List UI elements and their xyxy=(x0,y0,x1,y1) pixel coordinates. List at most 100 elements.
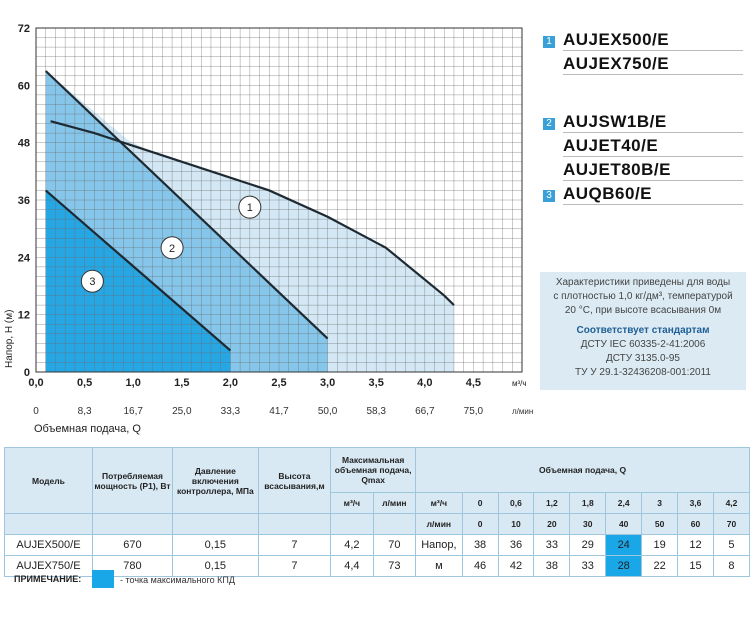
th-pressure: Давление включения контроллера, МПа xyxy=(172,447,259,514)
cell-model: AUJEX750/E xyxy=(4,555,93,577)
legend-item: 2 AUJSW1B/E xyxy=(543,112,748,136)
x-tick-label-m3h: 1,0 xyxy=(126,377,141,389)
cell-pressure: 0,15 xyxy=(172,534,259,556)
note-text: - точка максимального КПД xyxy=(120,575,235,585)
x-tick-label-m3h: 0,5 xyxy=(77,377,92,389)
cell-qmax-m3h: 4,4 xyxy=(330,555,374,577)
cell-pressure: 0,15 xyxy=(172,555,259,577)
x-tick-label-m3h: 2,0 xyxy=(223,377,238,389)
y-axis-label: Напор, Н (м) xyxy=(4,310,15,368)
cell-head: 33 xyxy=(533,534,571,556)
legend-label: AUJET80B/E xyxy=(563,160,743,181)
legend-item: 3 AUQB60/E xyxy=(543,184,748,208)
x-tick-label-lmin: 41,7 xyxy=(269,406,289,417)
x-tick-label-m3h: 4,0 xyxy=(417,377,432,389)
y-tick-label: 48 xyxy=(18,138,30,150)
x-unit-m3h: м³/ч xyxy=(512,379,527,388)
x-tick-label-m3h: 4,5 xyxy=(466,377,481,389)
cell-head: 8 xyxy=(712,555,750,577)
th-empty xyxy=(330,513,374,535)
standards-title: Соответствует стандартам xyxy=(576,325,710,336)
th-power: Потребляемая мощность (Р1), Вт xyxy=(91,447,174,514)
th-height: Высота всасывания,м xyxy=(257,447,332,514)
th-flow-m3h: м³/ч xyxy=(415,492,463,514)
x-unit-lmin: л/мин xyxy=(512,407,533,416)
standard-item: ДСТУ 3135.0-95 xyxy=(606,353,680,364)
cell-head: 29 xyxy=(569,534,607,556)
th-empty xyxy=(91,513,174,535)
th-flow: Объемная подача, Q xyxy=(415,447,750,493)
legend-item: 1 AUJEX500/E xyxy=(543,30,748,54)
x-tick-label-m3h: 2,5 xyxy=(271,377,286,389)
cell-power: 670 xyxy=(91,534,174,556)
legend-item: AUJET40/E xyxy=(543,136,748,160)
legend-label: AUJSW1B/E xyxy=(563,112,743,133)
x-tick-label-lmin: 66,7 xyxy=(415,406,435,417)
th-q: 10 xyxy=(497,513,535,535)
x-tick-label-lmin: 75,0 xyxy=(464,406,484,417)
curve-number-label: 3 xyxy=(89,276,95,288)
legend-label: AUJET40/E xyxy=(563,136,743,157)
y-tick-label: 36 xyxy=(18,195,30,207)
curve-number-label: 2 xyxy=(169,243,175,255)
cell-head: 42 xyxy=(497,555,535,577)
table-row: AUJEX500/E 670 0,15 7 4,2 70 Напор, 38 3… xyxy=(4,534,750,556)
curve-number-label: 1 xyxy=(247,202,253,214)
th-q: 40 xyxy=(605,513,643,535)
curve-number-marker xyxy=(160,236,184,260)
th-empty xyxy=(372,513,417,535)
curve-1 xyxy=(50,120,455,306)
curve-number-marker xyxy=(238,195,262,219)
x-tick-label-lmin: 8,3 xyxy=(78,406,92,417)
legend-number: 1 xyxy=(543,36,555,48)
cell-qmax-lmin: 73 xyxy=(372,555,417,577)
th-empty xyxy=(4,513,93,535)
th-q: 3,6 xyxy=(677,492,714,514)
cell-head-label: Напор, xyxy=(415,534,463,556)
th-model: Модель xyxy=(4,447,93,514)
th-empty xyxy=(172,513,259,535)
legend-item: AUJEX750/E xyxy=(543,54,748,78)
cell-head: 33 xyxy=(569,555,607,577)
info-box: Характеристики приведены для воды с плот… xyxy=(540,272,746,390)
area-curve-3 xyxy=(45,190,231,372)
cell-qmax-m3h: 4,2 xyxy=(330,534,374,556)
note-label: ПРИМЕЧАНИЕ: xyxy=(14,574,82,584)
info-line: 20 °С, при высоте всасывания 0м xyxy=(564,305,722,316)
plot-frame xyxy=(35,27,523,373)
cell-head: 22 xyxy=(641,555,679,577)
th-q: 1,8 xyxy=(569,492,607,514)
legend-spacer xyxy=(543,78,748,112)
cell-head: 38 xyxy=(461,534,499,556)
x-tick-label-m3h: 3,0 xyxy=(320,377,335,389)
curve-3 xyxy=(44,189,232,352)
spec-table: Модель Потребляемая мощность (Р1), Вт Да… xyxy=(4,447,750,577)
legend-number: 3 xyxy=(543,190,555,202)
cell-head-max-efficiency: 24 xyxy=(605,534,643,556)
x-tick-label-lmin: 50,0 xyxy=(318,406,338,417)
x-tick-label-m3h: 3,5 xyxy=(369,377,384,389)
y-tick-label: 0 xyxy=(24,367,30,379)
th-q: 20 xyxy=(533,513,571,535)
legend-number: 2 xyxy=(543,118,555,130)
th-qmax-lmin: л/мин xyxy=(372,492,417,514)
th-q: 70 xyxy=(712,513,750,535)
th-q: 60 xyxy=(677,513,714,535)
cell-head: 19 xyxy=(641,534,679,556)
note-color-swatch xyxy=(92,570,114,588)
th-q: 0,6 xyxy=(497,492,535,514)
x-tick-label-lmin: 0 xyxy=(33,406,39,417)
y-tick-label: 12 xyxy=(18,310,30,322)
th-q: 2,4 xyxy=(605,492,643,514)
info-line: Характеристики приведены для воды xyxy=(555,277,731,288)
cell-height: 7 xyxy=(257,534,332,556)
legend-label: AUJEX750/E xyxy=(563,54,743,75)
x-axis-label: Объемная подача, Q xyxy=(34,423,141,435)
cell-head-label: м xyxy=(415,555,463,577)
th-q: 3 xyxy=(641,492,679,514)
table-row: AUJEX750/E 780 0,15 7 4,4 73 м 46 42 38 … xyxy=(4,555,750,577)
cell-head-max-efficiency: 28 xyxy=(605,555,643,577)
x-tick-label-lmin: 33,3 xyxy=(221,406,241,417)
legend-label: AUJEX500/E xyxy=(563,30,743,51)
